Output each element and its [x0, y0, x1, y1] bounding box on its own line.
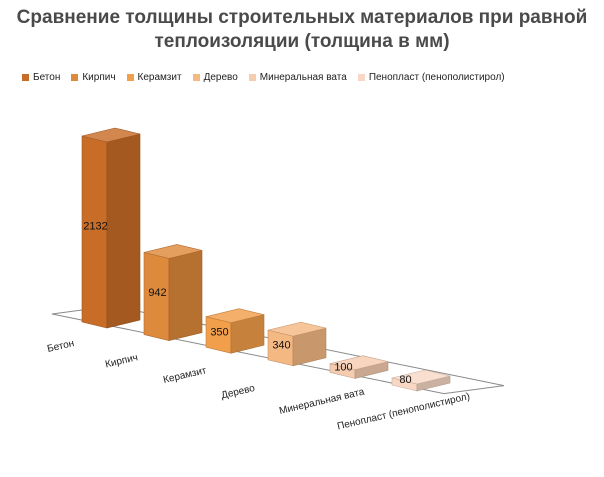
legend-swatch: [248, 73, 256, 81]
bar-top-face: [143, 244, 203, 259]
legend-item: Пенопласт (пенополистирол): [357, 71, 505, 83]
bar-top-face: [81, 127, 141, 143]
legend-label: Минеральная вата: [259, 71, 347, 83]
chart-title: Сравнение толщины строительных материало…: [0, 6, 604, 54]
data-label: 340: [272, 339, 290, 351]
bar: [329, 355, 389, 379]
chart-legend: Бетон Кирпич Керамзит Дерево Минеральная ват…: [22, 70, 516, 84]
legend-item: Минеральная вата: [248, 71, 347, 83]
data-label: 100: [334, 361, 352, 373]
legend-label: Кирпич: [82, 71, 116, 83]
chart-title-line-2: теплоизоляции (толщина в мм): [154, 31, 450, 52]
legend-label: Пенопласт (пенополистирол): [368, 71, 505, 83]
bar-top-face: [391, 369, 451, 385]
chart-title-line-1: Сравнение толщины строительных материало…: [16, 7, 588, 28]
data-label: 2132: [83, 220, 107, 232]
legend-swatch: [192, 73, 200, 81]
legend-item: Бетон: [22, 72, 60, 83]
bar: [205, 308, 265, 354]
legend-label: Керамзит: [137, 71, 182, 83]
bar-side-face: [168, 250, 203, 341]
bar-side-face: [106, 133, 141, 329]
bar-top-face: [267, 321, 327, 337]
x-tick-label: Кирпич: [104, 352, 139, 370]
x-tick-label: Дерево: [220, 383, 256, 402]
legend-swatch: [126, 73, 134, 81]
legend-item: Дерево: [192, 71, 238, 83]
legend-item: Керамзит: [126, 71, 182, 83]
x-tick-label: Минеральная вата: [278, 387, 366, 417]
legend-swatch: [22, 73, 29, 81]
legend-item: Кирпич: [71, 71, 116, 83]
legend-label: Дерево: [203, 71, 238, 83]
bar: [81, 127, 141, 329]
bar-top-face: [329, 355, 389, 370]
bar-top-face: [205, 308, 265, 323]
bar: [391, 369, 451, 392]
legend-label: Бетон: [33, 71, 61, 83]
bar: [267, 321, 327, 367]
x-tick-label: Бетон: [46, 338, 75, 355]
data-label: 350: [210, 326, 228, 338]
data-label: 942: [148, 287, 166, 299]
bar: [143, 244, 203, 341]
legend-swatch: [357, 73, 365, 81]
x-tick-label: Керамзит: [162, 365, 208, 386]
legend-swatch: [71, 73, 79, 81]
data-label: 80: [399, 374, 411, 386]
